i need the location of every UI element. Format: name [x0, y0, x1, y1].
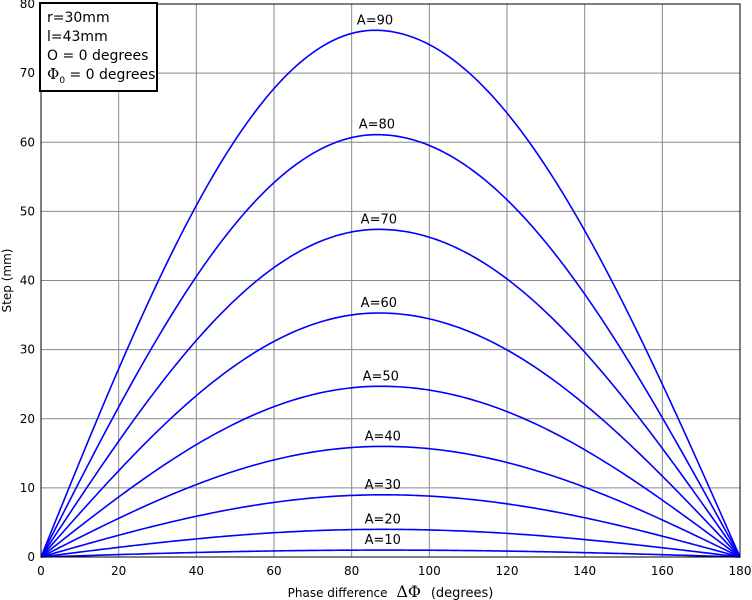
x-tick-label: 80 [344, 564, 359, 578]
y-tick-label: 60 [20, 135, 35, 149]
series-curve-a-70 [40, 228, 741, 558]
x-tick-label: 40 [189, 564, 204, 578]
x-tick-label: 160 [651, 564, 674, 578]
legend-r: r=30mm [47, 10, 110, 26]
x-tick-label: 20 [111, 564, 126, 578]
series-label: A=60 [361, 296, 397, 311]
parameter-legend-box: r=30mm l=43mm O = 0 degrees Φ0 = 0 degre… [39, 2, 158, 92]
legend-phi: Φ0 = 0 degrees [47, 65, 155, 86]
x-axis-label-symbol: ΔΦ [396, 582, 421, 600]
y-tick-label: 40 [20, 274, 35, 288]
series-label: A=30 [365, 478, 401, 493]
x-tick-label: 180 [729, 564, 752, 578]
x-tick-label: 120 [496, 564, 519, 578]
legend-l: l=43mm [47, 29, 108, 45]
legend-phi-subscript: 0 [59, 76, 65, 86]
legend-phi-value: = 0 degrees [65, 67, 155, 83]
legend-o: O = 0 degrees [47, 48, 148, 64]
plot-frame [40, 3, 741, 558]
x-tick-labels: 0 20 40 60 80 100 120 140 160 180 [37, 564, 751, 578]
y-tick-label: 20 [20, 412, 35, 426]
legend-phi-symbol: Φ [47, 65, 59, 83]
y-tick-label: 70 [20, 66, 35, 80]
series-label: A=20 [365, 512, 401, 527]
y-tick-label: 30 [20, 343, 35, 357]
series-label: A=90 [357, 13, 393, 28]
legend-frame [39, 2, 158, 92]
series-curve-a-20 [40, 528, 741, 558]
series-curve-a-40 [40, 445, 741, 558]
y-tick-label: 50 [20, 204, 35, 218]
series-curve-a-30 [40, 493, 741, 558]
x-axis-label-prefix: Phase difference [288, 586, 388, 600]
y-tick-label: 10 [20, 481, 35, 495]
x-tick-label: 60 [266, 564, 281, 578]
series-label: A=80 [359, 118, 395, 133]
series-label: A=10 [365, 533, 401, 548]
y-axis-label: Step (mm) [0, 249, 14, 313]
series-curve-a-50 [40, 385, 741, 558]
x-axis-label-suffix: (degrees) [431, 586, 493, 600]
series-label: A=50 [363, 369, 399, 384]
series-label: A=40 [365, 429, 401, 444]
y-tick-label: 80 [20, 0, 35, 11]
axes [40, 3, 741, 558]
series-curve-a-10 [40, 549, 741, 558]
x-axis-label: Phase difference ΔΦ (degrees) [288, 582, 494, 600]
x-tick-label: 100 [418, 564, 441, 578]
series-curve-a-90 [40, 29, 741, 558]
series-curve-a-60 [40, 312, 741, 558]
x-tick-label: 0 [37, 564, 45, 578]
x-tick-label: 140 [573, 564, 596, 578]
y-tick-label: 0 [27, 550, 35, 564]
series-label: A=70 [361, 212, 397, 227]
series-curve-a-80 [40, 133, 741, 558]
series-labels: A=10 A=20 A=30 A=40 A=50 A=60 A=70 A=80 A=90 [357, 13, 401, 548]
y-tick-labels: 0 10 20 30 40 50 60 70 80 [20, 0, 35, 564]
series-curves [40, 29, 741, 558]
